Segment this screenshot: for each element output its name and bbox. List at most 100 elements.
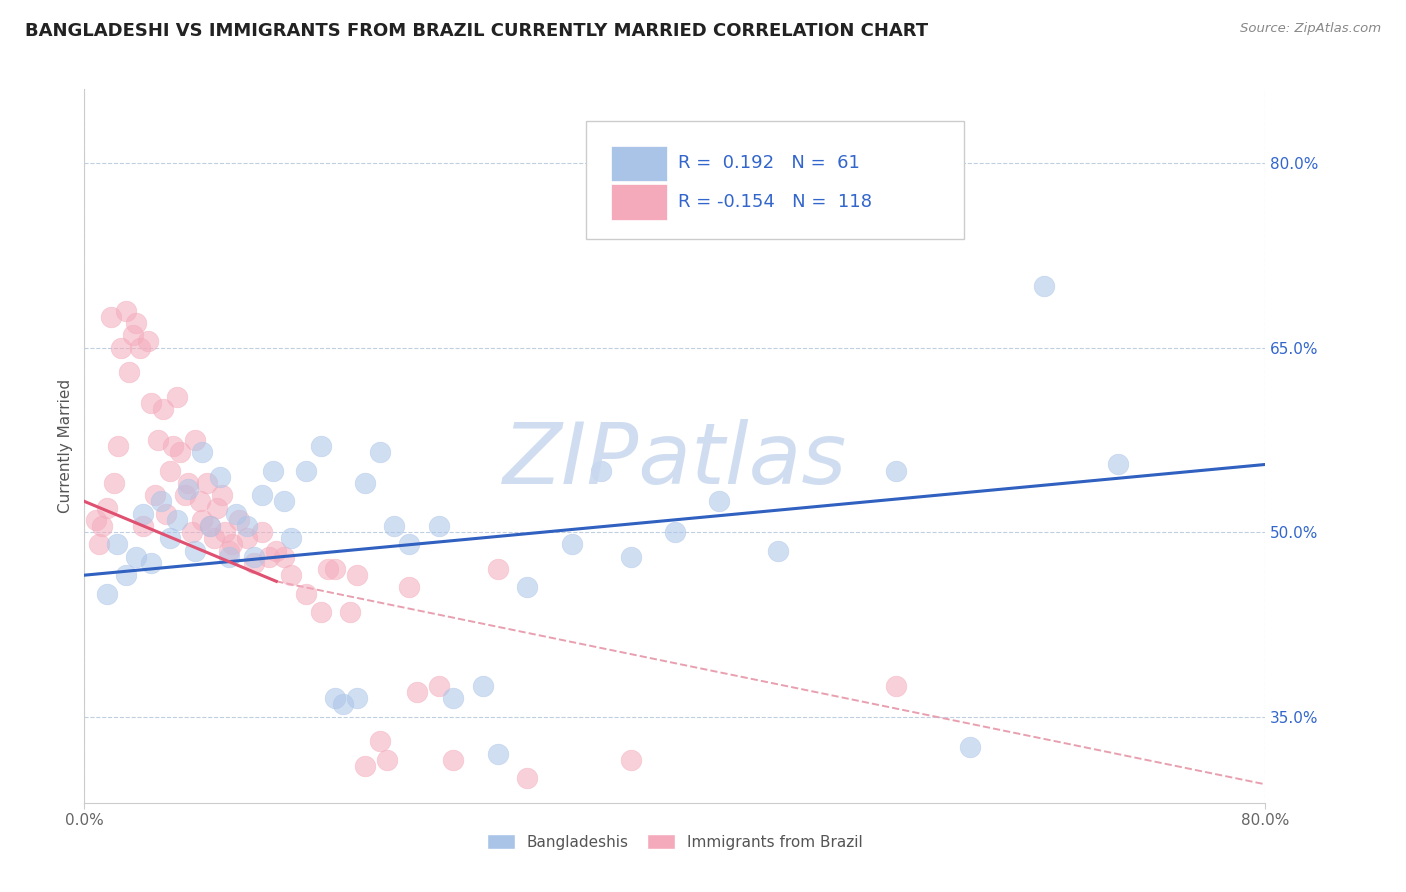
Point (139, 396, 162, 410)
Text: R = -0.154   N =  118: R = -0.154 N = 118 (679, 193, 873, 211)
Point (368, 734, 391, 748)
Point (309, 605, 332, 619)
Point (443, 691, 465, 706)
Point (181, 525, 204, 540)
Point (184, 543, 207, 558)
Point (125, 316, 148, 330)
Point (516, 771, 538, 785)
Point (218, 549, 240, 564)
Point (228, 513, 250, 527)
Point (207, 500, 229, 515)
Point (257, 549, 280, 564)
Point (118, 365, 141, 379)
Point (620, 753, 643, 767)
Point (195, 475, 218, 490)
Point (886, 679, 908, 693)
Point (218, 543, 240, 558)
Point (664, 525, 686, 540)
Point (143, 488, 166, 502)
Point (202, 531, 225, 545)
Point (169, 445, 191, 459)
Point (398, 537, 420, 551)
Point (177, 475, 200, 490)
Text: Source: ZipAtlas.com: Source: ZipAtlas.com (1240, 22, 1381, 36)
Point (273, 494, 295, 508)
Point (162, 439, 184, 453)
Point (295, 587, 318, 601)
Point (443, 753, 465, 767)
Point (129, 341, 152, 355)
Point (198, 519, 221, 533)
Point (591, 464, 613, 478)
Point (339, 605, 361, 619)
Point (368, 445, 391, 459)
Y-axis label: Currently Married: Currently Married (58, 379, 73, 513)
Point (84, 513, 107, 527)
Point (250, 488, 273, 502)
Point (346, 568, 368, 582)
Point (280, 568, 302, 582)
Point (243, 556, 266, 570)
Point (105, 537, 128, 551)
Point (87, 537, 111, 551)
FancyBboxPatch shape (612, 145, 666, 181)
Point (103, 475, 125, 490)
Legend: Bangladeshis, Immigrants from Brazil: Bangladeshis, Immigrants from Brazil (481, 828, 869, 855)
Point (295, 464, 318, 478)
Point (110, 341, 132, 355)
Point (768, 543, 790, 558)
Point (1107, 458, 1129, 472)
Point (384, 519, 406, 533)
Point (346, 691, 368, 706)
Point (107, 439, 129, 453)
Point (191, 513, 214, 527)
Point (250, 525, 273, 540)
FancyBboxPatch shape (586, 121, 965, 239)
Point (236, 519, 259, 533)
Point (122, 328, 145, 343)
Point (221, 537, 243, 551)
Point (96, 587, 118, 601)
Point (159, 464, 181, 478)
Point (486, 747, 509, 761)
Point (91, 519, 114, 533)
Point (316, 562, 339, 576)
Point (148, 433, 170, 447)
Point (214, 525, 236, 540)
Point (188, 494, 211, 508)
Point (225, 507, 247, 521)
Text: ZIPatlas: ZIPatlas (503, 418, 846, 502)
Point (620, 549, 643, 564)
Point (405, 685, 427, 699)
Point (166, 390, 188, 404)
Point (211, 488, 233, 502)
Point (709, 494, 731, 508)
Point (136, 334, 159, 349)
Point (114, 568, 136, 582)
Point (173, 488, 195, 502)
Point (209, 469, 232, 483)
Point (427, 519, 450, 533)
Point (159, 531, 181, 545)
Point (150, 494, 173, 508)
Point (886, 464, 908, 478)
Point (325, 691, 347, 706)
Point (273, 549, 295, 564)
Point (191, 445, 214, 459)
Text: BANGLADESHI VS IMMIGRANTS FROM BRAZIL CURRENTLY MARRIED CORRELATION CHART: BANGLADESHI VS IMMIGRANTS FROM BRAZIL CU… (25, 22, 928, 40)
Point (266, 543, 288, 558)
Point (166, 513, 188, 527)
Point (354, 759, 377, 773)
Point (155, 507, 177, 521)
Point (184, 433, 207, 447)
Point (959, 740, 981, 755)
Point (236, 531, 259, 545)
Point (100, 310, 122, 324)
Point (132, 507, 155, 521)
Point (114, 303, 136, 318)
Point (96, 500, 118, 515)
Point (325, 562, 347, 576)
Point (262, 464, 284, 478)
Point (139, 556, 162, 570)
Point (243, 549, 266, 564)
